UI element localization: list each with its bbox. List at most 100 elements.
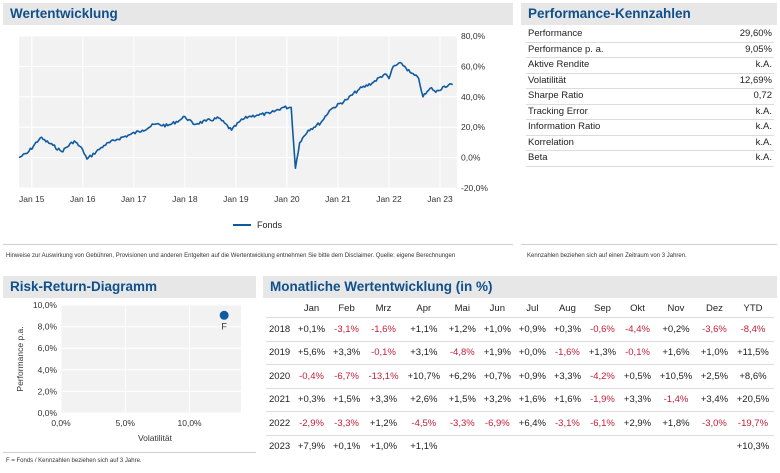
y-tick-label: 4,0% <box>38 365 58 375</box>
column-header: Mai <box>454 303 470 314</box>
disclaimer-text: Hinweise zur Auswirkung von Gebühren, Pr… <box>6 253 456 259</box>
x-tick-label: Jan 20 <box>274 194 300 204</box>
return-cell <box>514 434 550 458</box>
return-cell: +1,6% <box>549 387 585 412</box>
return-cell: -3,0% <box>696 411 732 435</box>
return-cell: -6,9% <box>479 411 515 435</box>
return-cell: -2,9% <box>294 411 330 435</box>
return-cell: -1,9% <box>584 387 620 412</box>
return-cell: +6,4% <box>514 411 550 435</box>
return-cell: -3,3% <box>444 411 480 435</box>
return-cell: -3,1% <box>549 411 585 435</box>
x-tick-label: Jan 18 <box>172 194 198 204</box>
wertentwicklung-chart: 80,0% 60,0% 40,0% 20,0% 0,0% -20,0% Jan 15 Jan… <box>18 31 488 230</box>
return-cell: +2,9% <box>620 411 656 435</box>
kpi-label: Tracking Error <box>528 105 588 117</box>
return-cell: +1,9% <box>479 340 515 365</box>
return-cell: +0,1% <box>294 317 330 341</box>
table-row: 2021 +0,3% +1,5% +3,3% +2,6% +1,5% +3,2% +1,6% +… <box>266 387 774 412</box>
return-cell: -4,8% <box>444 340 480 365</box>
column-header: Jul <box>526 303 539 314</box>
return-cell: +3,3% <box>364 387 403 412</box>
return-cell: +3,4% <box>696 387 732 412</box>
return-cell: -1,6% <box>549 340 585 365</box>
return-cell: +3,2% <box>479 387 515 412</box>
divider <box>3 452 256 453</box>
x-tick-label: Jan 15 <box>19 194 45 204</box>
column-header: Feb <box>338 303 355 314</box>
kpi-value: k.A. <box>755 152 772 163</box>
performance-table: Performance 29,60% Performance p. a. 9,05% A… <box>526 27 774 167</box>
column-header: Apr <box>416 303 432 314</box>
year-cell: 2019 <box>266 340 294 365</box>
year-cell: 2021 <box>266 387 294 412</box>
y-tick-label: 60,0% <box>461 61 486 71</box>
kpi-label: Beta <box>528 152 548 163</box>
x-tick-label: Jan 16 <box>70 194 96 204</box>
column-header: Mrz <box>375 303 392 314</box>
return-cell: +1,0% <box>364 434 403 458</box>
column-header: Aug <box>558 303 576 314</box>
return-cell: +1,1% <box>402 317 445 341</box>
return-cell: +0,3% <box>549 317 585 341</box>
return-cell: +1,3% <box>584 340 620 365</box>
return-cell: +1,5% <box>444 387 480 412</box>
x-tick-label: Jan 22 <box>376 194 402 204</box>
kpi-value: 9,05% <box>745 43 772 55</box>
column-header: Okt <box>630 303 645 314</box>
return-cell <box>655 434 697 458</box>
kpi-value: 12,69% <box>739 74 772 86</box>
column-header: Nov <box>667 303 685 314</box>
kpi-row: Korrelation k.A. <box>526 136 774 151</box>
return-cell <box>696 434 732 458</box>
kpi-label: Aktive Rendite <box>528 59 590 70</box>
wertentwicklung-header: Wertentwicklung <box>3 3 513 25</box>
return-cell: +5,6% <box>294 340 330 365</box>
x-tick-label: Jan 19 <box>223 194 249 204</box>
y-axis-label: Performance p.a. <box>15 326 25 391</box>
return-cell: +10,3% <box>731 434 774 458</box>
fonds-series-line <box>18 61 454 169</box>
kpi-row: Performance 29,60% <box>526 27 774 43</box>
return-cell: -3,3% <box>329 411 365 435</box>
x-tick-label: 10,0% <box>178 418 203 428</box>
risk-return-chart: 10,0% 8,0% 6,0% 4,0% 2,0% 0,0%0,0% 5,0% 10,0% P… <box>15 300 241 443</box>
y-tick-label: 80,0% <box>461 31 486 41</box>
return-cell: -0,1% <box>364 340 403 365</box>
return-cell: +0,5% <box>620 364 656 388</box>
year-cell: 2020 <box>266 364 294 388</box>
y-tick-label: -20,0% <box>461 183 488 193</box>
return-cell: -13,1% <box>364 364 403 388</box>
y-tick-label: 20,0% <box>461 122 486 132</box>
legend-label: Fonds <box>257 220 283 230</box>
fonds-point <box>219 310 229 320</box>
y-tick-label: 2,0% <box>38 386 58 396</box>
return-cell: +1,2% <box>364 411 403 435</box>
return-cell: -3,1% <box>329 317 365 341</box>
y-tick-label: 8,0% <box>38 322 58 332</box>
performance-note: Kennzahlen beziehen sich auf einen Zeitr… <box>527 253 687 259</box>
risk-return-note: F = Fonds / Kennzahlen beziehen sich auf… <box>6 458 142 464</box>
return-cell: +3,3% <box>620 387 656 412</box>
return-cell: +0,3% <box>294 387 330 412</box>
table-row: 2019 +5,6% +3,3% -0,1% +3,1% -4,8% +1,9% +0,0% -… <box>266 340 774 365</box>
return-cell: +1,0% <box>696 340 732 365</box>
kpi-value: 0,72 <box>753 90 773 101</box>
table-row: 2022 -2,9% -3,3% +1,2% -4,5% -3,3% -6,9% +6,4% -… <box>266 411 774 435</box>
column-header <box>266 300 294 318</box>
kpi-value: k.A. <box>755 59 772 70</box>
return-cell: +7,9% <box>294 434 330 458</box>
kpi-row: Volatilität 12,69% <box>526 74 774 89</box>
return-cell <box>444 434 480 458</box>
divider <box>3 244 513 245</box>
return-cell: +6,2% <box>444 364 480 388</box>
kpi-row: Sharpe Ratio 0,72 <box>526 89 774 105</box>
return-cell: -0,1% <box>620 340 656 365</box>
return-cell: -1,4% <box>655 387 697 412</box>
kpi-row: Performance p. a. 9,05% <box>526 43 774 58</box>
return-cell: +10,7% <box>402 364 445 388</box>
y-tick-label: 0,0% <box>461 153 481 163</box>
return-cell: +3,3% <box>549 364 585 388</box>
kpi-row: Information Ratio k.A. <box>526 120 774 136</box>
kpi-row: Aktive Rendite k.A. <box>526 58 774 74</box>
